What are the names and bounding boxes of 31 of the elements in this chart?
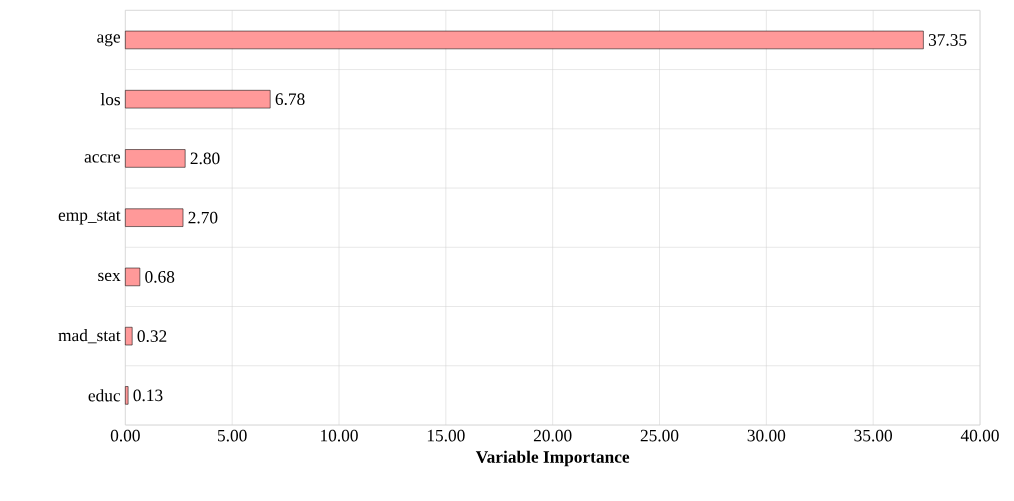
y-tick-label: accre — [84, 154, 121, 163]
bar — [125, 208, 184, 227]
data-label: 0.13 — [133, 389, 163, 402]
bar — [125, 90, 271, 109]
bar — [125, 149, 186, 168]
data-label: 2.80 — [190, 152, 220, 165]
data-label: 0.68 — [145, 271, 175, 283]
x-tick-label: 30.00 — [747, 429, 786, 442]
y-tick-label: mad_stat — [58, 329, 121, 344]
x-tick-label: 40.00 — [960, 429, 999, 442]
bar — [125, 267, 141, 287]
y-tick-label: emp_stat — [58, 210, 121, 225]
bar — [125, 326, 133, 346]
y-tick-label: sex — [98, 272, 121, 282]
x-tick-label: 5.00 — [218, 429, 247, 442]
data-label: 6.78 — [275, 93, 305, 106]
y-tick-label: los — [100, 93, 121, 106]
x-tick-label: 0.00 — [110, 429, 140, 442]
y-tick-label: educ — [88, 389, 121, 402]
data-label: 2.70 — [188, 211, 218, 224]
bar — [125, 30, 924, 50]
y-tick-label: age — [97, 33, 121, 47]
x-tick-label: 15.00 — [427, 429, 465, 442]
data-label: 0.32 — [137, 330, 167, 343]
x-tick-label: 10.00 — [321, 429, 358, 442]
bar — [125, 386, 129, 405]
x-tick-label: 25.00 — [640, 429, 679, 442]
x-tick-label: 20.00 — [533, 429, 572, 442]
x-axis-title: Variable Importance — [475, 450, 630, 467]
x-tick-label: 35.00 — [854, 429, 893, 442]
data-label: 37.35 — [928, 34, 967, 46]
